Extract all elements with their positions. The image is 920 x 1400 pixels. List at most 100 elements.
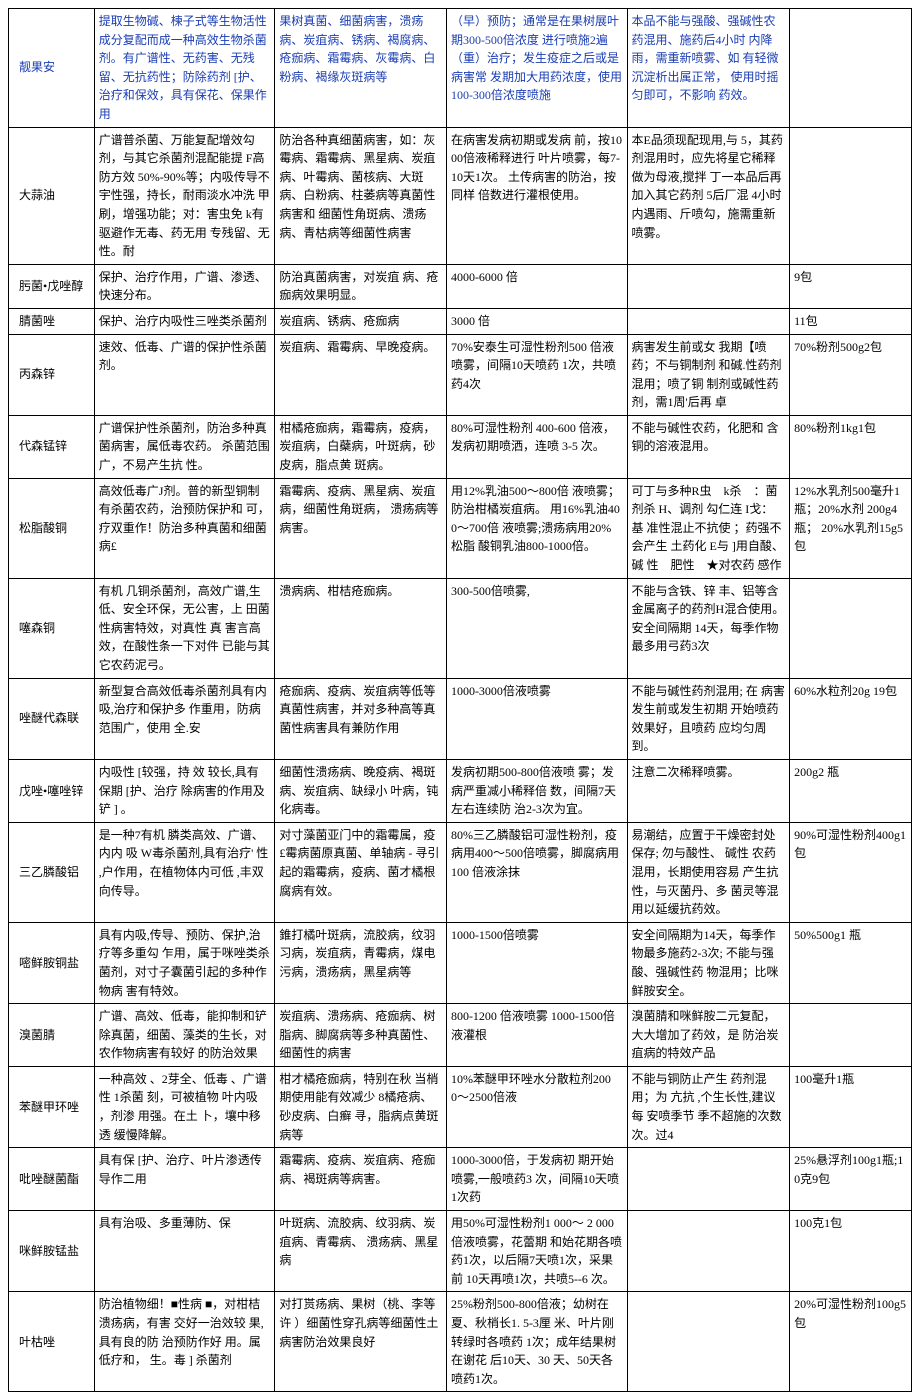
cell-usage: 3000 倍 xyxy=(446,308,627,334)
cell-description: 保护、治疗内吸性三唑类杀菌剂 xyxy=(94,308,275,334)
cell-name: 苯醚甲环唑 xyxy=(9,1066,95,1147)
cell-name: 嘧鲜胺铜盐 xyxy=(9,922,95,1003)
cell-targets: 柑才橘疮痂病，特别在秋 当梢期使用能有效减少 8橘疮病、砂皮病、白癣 寻，脂病点… xyxy=(275,1066,447,1147)
cell-targets: 炭疽病、溃疡病、疮痂病、树脂病、脚腐病等多种真菌性、细菌性的病害 xyxy=(275,1004,447,1067)
table-row: 肟菌•戊唑醇保护、治疗作用，广谱、渗透、快速分布。防治真菌病害，对炭疽 病、疮痂… xyxy=(9,264,912,308)
cell-description: 内吸性 [较强，持 效 较长,具有保期 [护、治疗 除病害的作用及铲 ] 。 xyxy=(94,759,275,822)
cell-package: 12%水乳剂500毫升1瓶；20%水剂 200g4 瓶； 20%水乳剂15g5包 xyxy=(790,478,912,578)
cell-description: 新型复合高效低毒杀菌剂具有内吸,治疗和保护多 作重用，防病范围广，使用 全.安 xyxy=(94,678,275,759)
cell-description: 具有内吸,传导、预防、保护,治疗等多重勾 乍用，属于咪唑类杀菌剂，对寸子囊菌引起… xyxy=(94,922,275,1003)
cell-usage: 用50%可湿性粉剂1 000〜 2 000倍液喷雾，花蕾期 和始花期各喷药1次，… xyxy=(446,1211,627,1292)
cell-name: 大蒜油 xyxy=(9,127,95,264)
cell-targets: 对打贳疡病、果树（桃、李等许 ）细菌性穿孔病等细菌性土病害防治效果良好 xyxy=(275,1292,447,1392)
table-row: 丙森锌速效、低毒、广谱的保护性杀菌剂。炭疽病、霜霉病、早晚疫病。70%安泰生可湿… xyxy=(9,334,912,415)
cell-usage: 1000-1500倍喷雾 xyxy=(446,922,627,1003)
cell-description: 是一种7有机 膦类高效、广谱、内内 吸 W毒杀菌剂,具有治疗' 性 ,户作用，在… xyxy=(94,822,275,922)
cell-targets: 錐打橘叶斑病，流胶病，纹羽习病，炭疽病，青霉病，煤电污病，溃疡病，黑星病等 xyxy=(275,922,447,1003)
cell-description: 保护、治疗作用，广谱、渗透、快速分布。 xyxy=(94,264,275,308)
cell-name: 咪鲜胺锰盐 xyxy=(9,1211,95,1292)
cell-description: 高效低毒广J剂。普的新型铜制有杀菌农药，治预防保护和 可，疗双重作！防治多种真菌… xyxy=(94,478,275,578)
cell-package: 60%水粒剂20g 19包 xyxy=(790,678,912,759)
cell-notes: 易潮结，应置于干燥密封处保存; 勿与酸性、 碱性 农药混用，长期使用容易 产生抗… xyxy=(627,822,790,922)
cell-description: 广谱普杀菌、万能复配增效勾剂，与其它杀菌剂混配能提 F高防方效 50%-90%等… xyxy=(94,127,275,264)
table-row: 叶枯唑防治植物细！■性病 ■，对柑桔溃疡病，有害 交好一治效较 果,具有良的防 … xyxy=(9,1292,912,1392)
cell-name: 代森锰锌 xyxy=(9,415,95,478)
table-row: 溴菌腈广谱、高效、低毒，能抑制和铲除真菌，细菌、藻类的生长，对农作物病害有较好 … xyxy=(9,1004,912,1067)
cell-notes: 不能与碱性农药，化肥和 含铜的溶液混用。 xyxy=(627,415,790,478)
cell-usage: 发病初期500-800倍液喷 雾；发病严重减小稀释倍 数，间隔7天左右连续防 治… xyxy=(446,759,627,822)
cell-description: 广谱保护性杀菌剂，防治多种真菌病害，属低毒农药。 杀菌范围广，不易产生抗 性。 xyxy=(94,415,275,478)
cell-name: 唑醚代森联 xyxy=(9,678,95,759)
table-row: 嘧鲜胺铜盐具有内吸,传导、预防、保护,治疗等多重勾 乍用，属于咪唑类杀菌剂，对寸… xyxy=(9,922,912,1003)
cell-targets: 防治真菌病害，对炭疽 病、疮痂病效果明显。 xyxy=(275,264,447,308)
cell-package: 50%500g1 瓶 xyxy=(790,922,912,1003)
cell-notes: 本E品须现配现用,与 5，其药剂混用时，应先将星它稀释做为母液,搅拌 丁一本品后… xyxy=(627,127,790,264)
cell-usage: 在病害发病初期或发病 前，按1000倍液稀释进行 叶片喷雾，每7-10天1次。 … xyxy=(446,127,627,264)
cell-targets: 炭疽病、霜霉病、早晚疫病。 xyxy=(275,334,447,415)
cell-name: 肟菌•戊唑醇 xyxy=(9,264,95,308)
cell-name: 噻森铜 xyxy=(9,578,95,678)
cell-name: 叶枯唑 xyxy=(9,1292,95,1392)
cell-targets: 炭疽病、锈病、疮痂病 xyxy=(275,308,447,334)
cell-package xyxy=(790,1004,912,1067)
cell-package: 9包 xyxy=(790,264,912,308)
cell-package: 25%悬浮剂100g1瓶;10克9包 xyxy=(790,1148,912,1211)
cell-targets: 溃病病、柑桔疮痂病。 xyxy=(275,578,447,678)
cell-targets: 对寸藻菌亚门中的霜霉属，疫£霉病菌原真菌、单轴病 - 寻引起的霜霉病，疫病、菌才… xyxy=(275,822,447,922)
table-row: 吡唑醚菌酯具有保 [护、治疗、叶片渗透传导作二用霜霉病、疫病、炭疽病、疮痂病、褐… xyxy=(9,1148,912,1211)
cell-name: 溴菌腈 xyxy=(9,1004,95,1067)
cell-notes: 病害发生前或女 我期【喷药；不与铜制剂 和碱.性药剂混用；喷了铜 制剂或碱性药剂… xyxy=(627,334,790,415)
cell-package: 100毫升1瓶 xyxy=(790,1066,912,1147)
cell-usage: 4000-6000 倍 xyxy=(446,264,627,308)
cell-usage: 1000-3000倍液喷雾 xyxy=(446,678,627,759)
cell-description: 有机 几铜杀菌剂，高效广谱,生低、安全环保，无公害，上 田菌性病害特效，对真性 … xyxy=(94,578,275,678)
cell-description: 防治植物细！■性病 ■，对柑桔溃疡病，有害 交好一治效较 果,具有良的防 治预防… xyxy=(94,1292,275,1392)
cell-notes xyxy=(627,264,790,308)
cell-name: 吡唑醚菌酯 xyxy=(9,1148,95,1211)
cell-package: 20%可湿性粉剂100g5 包 xyxy=(790,1292,912,1392)
cell-name: 松脂酸铜 xyxy=(9,478,95,578)
cell-usage: 1000-3000倍，于发病初 期开始喷雾,一般喷药3 次，间隔10天喷1次药 xyxy=(446,1148,627,1211)
cell-targets: 霜霉病、疫病、黑星病、炭疽病，细菌性角斑病， 溃疡病等病害。 xyxy=(275,478,447,578)
cell-usage: 10%苯醚甲环唑水分散粒剂2000〜2500倍液 xyxy=(446,1066,627,1147)
cell-notes xyxy=(627,1148,790,1211)
cell-package: 90%可湿性粉剂400g1 包 xyxy=(790,822,912,922)
cell-usage: 800-1200 倍液喷雾 1000-1500倍液灌根 xyxy=(446,1004,627,1067)
cell-notes: 可丁与多种R虫 k杀 ：菌剂杀 H、调剂 勾仁连 I戈：基 准性混止不抗使 ；药… xyxy=(627,478,790,578)
cell-description: 一种高效 、2芽全、低毒 、广谱性 1杀菌 刻，可被植物 叶内吸 ，剂渗 用强。… xyxy=(94,1066,275,1147)
cell-targets: 果树真菌、细菌病害，溃疡病、炭疽病、锈病、褐腐病、疮痂病、霜霉病、灰霉病、白粉病… xyxy=(275,9,447,128)
pesticide-table: 靓果安提取生物碱、楝子式等生物活性成分复配而成一种高效生物杀菌剂。有广谱性、无药… xyxy=(8,8,912,1392)
cell-notes: 不能与铜防止产生 药剂混用；为 亢抗 ,个生长性,建议每 安喷季节 季不超施的次… xyxy=(627,1066,790,1147)
table-row: 大蒜油广谱普杀菌、万能复配增效勾剂，与其它杀菌剂混配能提 F高防方效 50%-9… xyxy=(9,127,912,264)
cell-package: 200g2 瓶 xyxy=(790,759,912,822)
cell-targets: 叶斑病、流胶病、纹羽病、炭疽病、青霉病、 溃疡病、黑星病 xyxy=(275,1211,447,1292)
cell-package: 100克1包 xyxy=(790,1211,912,1292)
cell-name: 三乙膦酸铝 xyxy=(9,822,95,922)
cell-usage: 70%安泰生可湿性粉剂500 倍液喷雾，间隔10天喷药 1次，共喷药4次 xyxy=(446,334,627,415)
table-row: 噻森铜有机 几铜杀菌剂，高效广谱,生低、安全环保，无公害，上 田菌性病害特效，对… xyxy=(9,578,912,678)
cell-description: 广谱、高效、低毒，能抑制和铲除真菌，细菌、藻类的生长，对农作物病害有较好 的防治… xyxy=(94,1004,275,1067)
table-row: 戊唑•噻唑锌内吸性 [较强，持 效 较长,具有保期 [护、治疗 除病害的作用及铲… xyxy=(9,759,912,822)
table-row: 唑醚代森联新型复合高效低毒杀菌剂具有内吸,治疗和保护多 作重用，防病范围广，使用… xyxy=(9,678,912,759)
table-row: 苯醚甲环唑一种高效 、2芽全、低毒 、广谱性 1杀菌 刻，可被植物 叶内吸 ，剂… xyxy=(9,1066,912,1147)
table-row: 松脂酸铜高效低毒广J剂。普的新型铜制有杀菌农药，治预防保护和 可，疗双重作！防治… xyxy=(9,478,912,578)
cell-usage: 25%粉剂500-800倍液；幼树在夏、秋梢长1. 5-3厘 米、叶片刚转绿时各… xyxy=(446,1292,627,1392)
table-row: 腈菌唑保护、治疗内吸性三唑类杀菌剂炭疽病、锈病、疮痂病3000 倍11包 xyxy=(9,308,912,334)
cell-description: 速效、低毒、广谱的保护性杀菌剂。 xyxy=(94,334,275,415)
cell-name: 丙森锌 xyxy=(9,334,95,415)
cell-usage: （早）预防；通常是在果树展叶期300-500倍浓度 进行喷施2遍（重）治疗；发生… xyxy=(446,9,627,128)
cell-targets: 细菌性溃疡病、晚疫病、褐斑病、炭疽病、缺绿小 叶病，钝化病毒。 xyxy=(275,759,447,822)
cell-name: 戊唑•噻唑锌 xyxy=(9,759,95,822)
cell-usage: 80%三乙膦酸铝可湿性粉剂，疫病用400〜500倍喷雾，脚腐病用100 倍液涂抹 xyxy=(446,822,627,922)
table-row: 咪鲜胺锰盐具有治吸、多重薄防、保叶斑病、流胶病、纹羽病、炭疽病、青霉病、 溃疡病… xyxy=(9,1211,912,1292)
cell-notes: 安全间隔期为14天，每季作物最多施药2-3次; 不能与强酸、强碱性药 物混用；比… xyxy=(627,922,790,1003)
cell-notes: 注意二次稀释喷雾。 xyxy=(627,759,790,822)
cell-package: 80%粉剂1kg1包 xyxy=(790,415,912,478)
cell-description: 具有治吸、多重薄防、保 xyxy=(94,1211,275,1292)
cell-package: 11包 xyxy=(790,308,912,334)
cell-notes: 本品不能与强酸、强碱性农药混用、施药后4小时 内降雨，需重新喷雾、如 有轻微沉淀… xyxy=(627,9,790,128)
cell-targets: 疮痂病、疫病、炭疽病等低等真菌性病害，并对多种高等真菌性病害具有兼防作用 xyxy=(275,678,447,759)
cell-targets: 霜霉病、疫病、炭疽病、疮痂病、褐斑病等病害。 xyxy=(275,1148,447,1211)
cell-notes xyxy=(627,1211,790,1292)
cell-description: 具有保 [护、治疗、叶片渗透传导作二用 xyxy=(94,1148,275,1211)
